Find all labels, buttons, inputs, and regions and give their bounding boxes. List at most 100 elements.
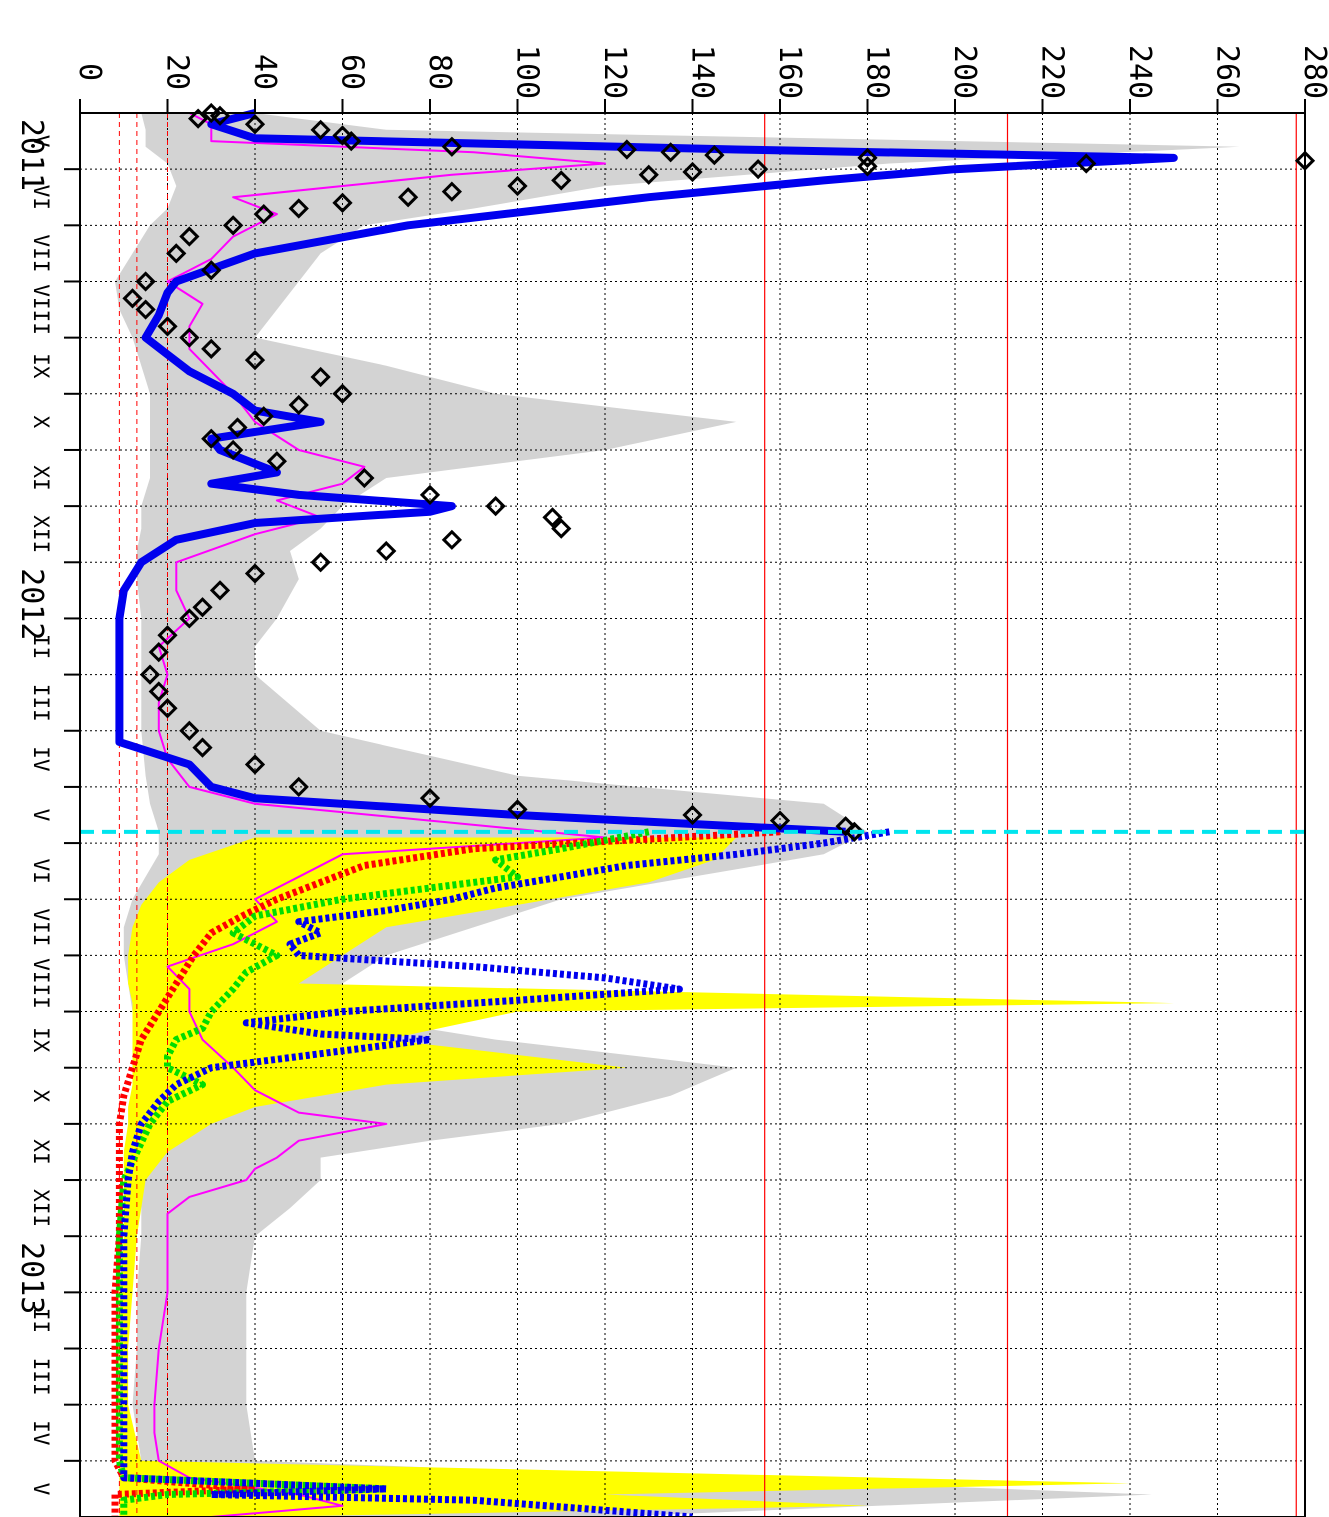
observation-point (179, 720, 200, 741)
forecast-red-series (111, 828, 781, 1517)
observation-point (844, 821, 865, 842)
observation-point (769, 810, 791, 831)
observation-point (704, 144, 725, 166)
forecast-blue-series (120, 828, 890, 1517)
observation-point (244, 114, 266, 135)
month-label: VI (29, 859, 53, 884)
observation-point (157, 698, 178, 719)
month-label: II (29, 1308, 53, 1333)
band-gray-envelope (115, 113, 1240, 1517)
observation-point (376, 540, 397, 562)
observation-point (179, 226, 200, 247)
observation-point (288, 776, 309, 798)
month-label: XII (29, 1189, 53, 1227)
observation-point (157, 625, 178, 646)
observation-point (857, 156, 878, 177)
year-label: 2012 (14, 568, 49, 640)
observation-point (485, 495, 506, 517)
observation-point (179, 608, 200, 629)
forecast-green-series (115, 828, 650, 1517)
observation-point (209, 580, 231, 601)
value-tick-label: 20 (160, 54, 195, 90)
value-tick-label: 140 (685, 45, 720, 99)
observation-point (542, 507, 563, 528)
observation-point (266, 451, 287, 472)
observation-point (441, 136, 462, 157)
observation-point (835, 816, 856, 837)
month-label: VIII (29, 958, 53, 1009)
month-label: XII (29, 515, 53, 553)
observation-point (201, 338, 222, 359)
year-label: 2011 (14, 119, 49, 191)
observation-point (166, 243, 187, 264)
observation-point (551, 518, 572, 539)
month-label: III (29, 684, 53, 722)
observation-point (310, 366, 331, 388)
observation-point (223, 439, 244, 461)
observation-point (288, 394, 309, 416)
observation-point (188, 108, 209, 129)
observation-point (179, 327, 200, 348)
observation-point (660, 142, 681, 163)
value-tick-label: 100 (510, 45, 545, 99)
line-pink-series (153, 112, 606, 1517)
month-label: VII (29, 234, 53, 272)
observation-point (288, 198, 309, 219)
observation-point (551, 170, 572, 191)
observation-point (857, 147, 878, 169)
observation-point (441, 181, 462, 202)
observation-point (135, 271, 156, 292)
observation-point (398, 187, 419, 208)
month-label: XI (29, 465, 53, 490)
value-tick-label: 120 (597, 45, 632, 99)
month-label: V (29, 809, 53, 822)
observation-point (310, 119, 331, 140)
value-tick-label: 40 (247, 54, 282, 90)
observation-point (354, 467, 375, 489)
observation-point (253, 203, 274, 225)
observation-point (157, 316, 178, 337)
observation-point (1076, 153, 1097, 174)
observation-point (419, 484, 441, 506)
observation-point (192, 737, 213, 758)
month-label: X (29, 1089, 53, 1102)
observation-point (507, 799, 528, 820)
value-tick-label: 260 (1210, 45, 1245, 99)
observation-point (201, 428, 222, 449)
year-label: 2013 (14, 1242, 49, 1314)
observation-point (682, 161, 703, 183)
observation-point (332, 192, 353, 213)
observation-point (748, 159, 769, 180)
month-label: II (29, 634, 53, 659)
value-tick-label: 160 (772, 45, 807, 99)
month-label: V (29, 1483, 53, 1496)
month-label: VI (29, 185, 53, 210)
observation-point (310, 552, 331, 573)
month-label: V (29, 135, 53, 148)
month-label: IX (29, 1027, 53, 1053)
observation-point (253, 406, 274, 427)
observation-point (441, 529, 462, 550)
value-tick-label: 280 (1297, 45, 1329, 99)
observation-point (341, 130, 362, 152)
observation-point (227, 417, 248, 438)
band-yellow-envelope (119, 837, 1174, 1517)
month-label: X (29, 416, 53, 429)
observation-point (135, 299, 156, 320)
value-tick-label: 220 (1035, 45, 1070, 99)
value-tick-label: 240 (1122, 45, 1157, 99)
value-tick-label: 200 (947, 45, 982, 99)
month-label: III (29, 1358, 53, 1396)
month-label: IV (29, 746, 53, 772)
observation-point (244, 563, 266, 584)
observation-point (332, 383, 353, 404)
month-label: VIII (29, 284, 53, 335)
plot-area: 0 20 40 60 80 100 120 140 160 180 200 220 240 260 280 V… (14, 45, 1329, 1517)
observation-point (507, 175, 528, 197)
value-tick-label: 60 (335, 54, 370, 90)
observation-point (244, 754, 266, 775)
observation-point (192, 597, 213, 618)
month-label: XI (29, 1139, 53, 1164)
observation-point (244, 349, 266, 371)
observation-point (332, 125, 353, 146)
